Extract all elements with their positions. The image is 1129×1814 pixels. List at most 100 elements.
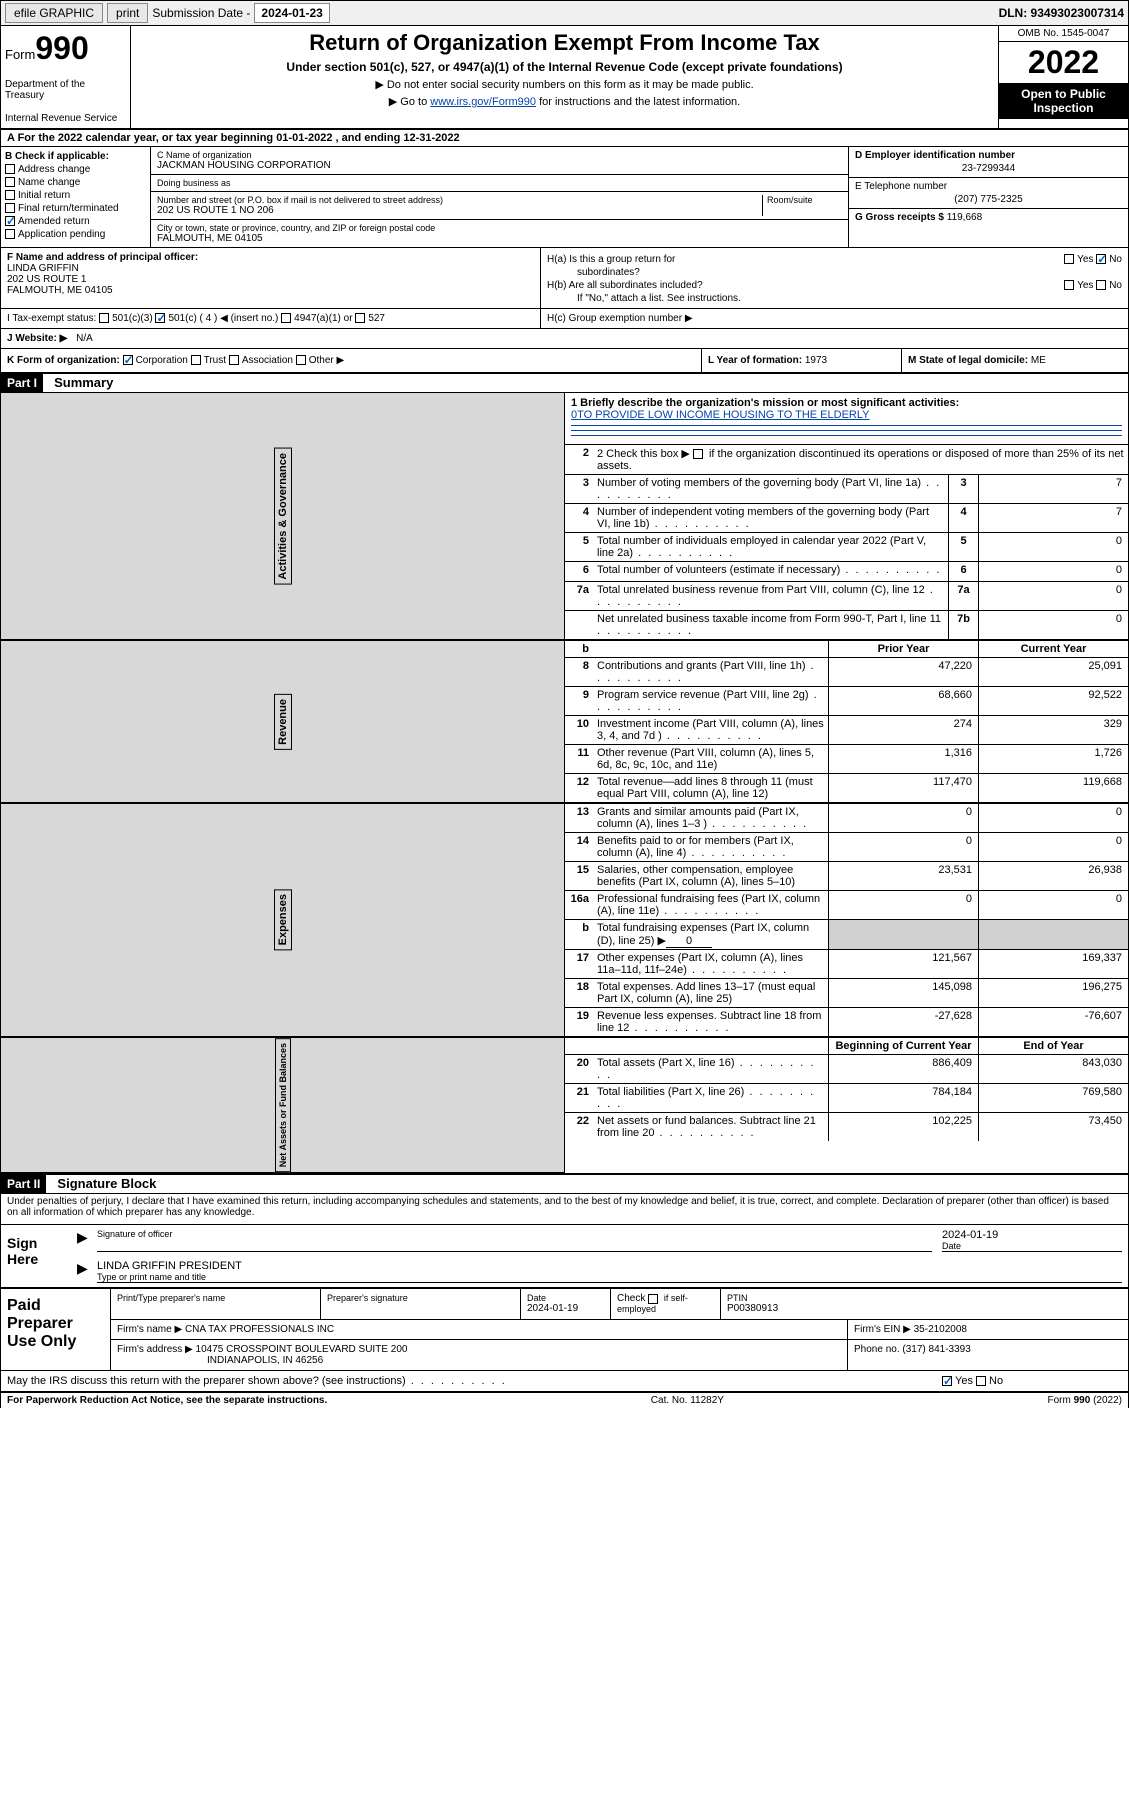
section-l: L Year of formation: 1973: [701, 349, 901, 372]
firm-name: CNA TAX PROFESSIONALS INC: [185, 1324, 334, 1335]
prior-18: 145,098: [828, 979, 978, 1007]
final-return-checkbox[interactable]: [5, 203, 15, 213]
street-address: 202 US ROUTE 1 NO 206: [157, 205, 762, 216]
section-f: F Name and address of principal officer:…: [1, 248, 541, 308]
hb-no-checkbox[interactable]: [1096, 280, 1106, 290]
val-6: 0: [978, 562, 1128, 581]
section-c: C Name of organization JACKMAN HOUSING C…: [151, 147, 848, 247]
print-button[interactable]: print: [107, 3, 148, 23]
initial-return-checkbox[interactable]: [5, 190, 15, 200]
form-subtitle: Under section 501(c), 527, or 4947(a)(1)…: [135, 60, 994, 74]
application-pending-checkbox[interactable]: [5, 229, 15, 239]
telephone: (207) 775-2325: [855, 194, 1122, 205]
prior-17: 121,567: [828, 950, 978, 978]
self-employed-checkbox[interactable]: [648, 1294, 658, 1304]
firm-addr1: 10475 CROSSPOINT BOULEVARD SUITE 200: [196, 1344, 408, 1355]
section-h: H(a) Is this a group return for Yes No s…: [541, 248, 1128, 308]
501c3-checkbox[interactable]: [99, 313, 109, 323]
curr-13: 0: [978, 804, 1128, 832]
section-j: J Website: ▶ N/A: [1, 329, 1128, 349]
curr-21: 769,580: [978, 1084, 1128, 1112]
corporation-checkbox[interactable]: [123, 355, 133, 365]
submission-date: 2024-01-23: [254, 3, 329, 23]
officer-name: LINDA GRIFFIN: [7, 263, 534, 274]
other-checkbox[interactable]: [296, 355, 306, 365]
prior-14: 0: [828, 833, 978, 861]
527-checkbox[interactable]: [355, 313, 365, 323]
hb-yes-checkbox[interactable]: [1064, 280, 1074, 290]
prior-10: 274: [828, 716, 978, 744]
instruction-2: ▶ Go to www.irs.gov/Form990 for instruct…: [135, 95, 994, 108]
irs: Internal Revenue Service: [5, 113, 126, 124]
firm-addr2: INDIANAPOLIS, IN 46256: [207, 1355, 323, 1366]
val-5: 0: [978, 533, 1128, 561]
501c-checkbox[interactable]: [155, 313, 165, 323]
prior-8: 47,220: [828, 658, 978, 686]
efile-button[interactable]: efile GRAPHIC: [5, 3, 103, 23]
dba-label: Doing business as: [157, 178, 231, 188]
curr-17: 169,337: [978, 950, 1128, 978]
officer-addr2: FALMOUTH, ME 04105: [7, 285, 534, 296]
curr-20: 843,030: [978, 1055, 1128, 1083]
dln: DLN: 93493023007314: [999, 6, 1124, 20]
name-change-checkbox[interactable]: [5, 177, 15, 187]
section-i: I Tax-exempt status: 501(c)(3) 501(c) ( …: [1, 309, 541, 328]
gov-label: Activities & Governance: [274, 448, 292, 585]
arrow-icon: ▶: [77, 1229, 88, 1245]
part2-title: Signature Block: [49, 1174, 164, 1193]
val-7a: 0: [978, 582, 1128, 610]
prior-20: 886,409: [828, 1055, 978, 1083]
officer-name-title: LINDA GRIFFIN PRESIDENT: [97, 1260, 1122, 1272]
amended-return-checkbox[interactable]: [5, 216, 15, 226]
form-title: Return of Organization Exempt From Incom…: [135, 30, 994, 56]
state-domicile: ME: [1031, 355, 1046, 366]
mission: 0TO PROVIDE LOW INCOME HOUSING TO THE EL…: [571, 409, 1122, 421]
val-16b: 0: [666, 935, 712, 948]
declaration: Under penalties of perjury, I declare th…: [1, 1194, 1128, 1220]
section-k: K Form of organization: Corporation Trus…: [1, 349, 701, 372]
sign-here-label: Sign Here: [1, 1225, 71, 1287]
ha-no-checkbox[interactable]: [1096, 254, 1106, 264]
part1-header: Part I: [1, 374, 43, 392]
curr-19: -76,607: [978, 1008, 1128, 1036]
curr-9: 92,522: [978, 687, 1128, 715]
part2-header: Part II: [1, 1175, 46, 1193]
curr-14: 0: [978, 833, 1128, 861]
irs-link[interactable]: www.irs.gov/Form990: [430, 96, 536, 108]
prior-11: 1,316: [828, 745, 978, 773]
year-formation: 1973: [805, 355, 827, 366]
row-a-tax-year: A For the 2022 calendar year, or tax yea…: [1, 130, 1128, 147]
val-7b: 0: [978, 611, 1128, 639]
ha-yes-checkbox[interactable]: [1064, 254, 1074, 264]
val-3: 7: [978, 475, 1128, 503]
officer-addr1: 202 US ROUTE 1: [7, 274, 534, 285]
arrow-icon: ▶: [77, 1260, 88, 1276]
curr-15: 26,938: [978, 862, 1128, 890]
ein: 23-7299344: [855, 163, 1122, 174]
footer-cat: Cat. No. 11282Y: [651, 1395, 724, 1406]
section-m: M State of legal domicile: ME: [901, 349, 1128, 372]
prior-9: 68,660: [828, 687, 978, 715]
4947-checkbox[interactable]: [281, 313, 291, 323]
dept-treasury: Department of the Treasury: [5, 79, 126, 101]
city-state-zip: FALMOUTH, ME 04105: [157, 233, 435, 244]
prior-21: 784,184: [828, 1084, 978, 1112]
association-checkbox[interactable]: [229, 355, 239, 365]
trust-checkbox[interactable]: [191, 355, 201, 365]
prior-15: 23,531: [828, 862, 978, 890]
prior-16a: 0: [828, 891, 978, 919]
section-hc: H(c) Group exemption number ▶: [541, 309, 1128, 328]
line2-checkbox[interactable]: [693, 449, 703, 459]
firm-phone: (317) 841-3393: [902, 1344, 970, 1355]
curr-11: 1,726: [978, 745, 1128, 773]
may-yes-checkbox[interactable]: [942, 1376, 952, 1386]
tax-year: 2022: [999, 42, 1128, 83]
may-no-checkbox[interactable]: [976, 1376, 986, 1386]
address-change-checkbox[interactable]: [5, 164, 15, 174]
prep-date: 2024-01-19: [527, 1303, 604, 1314]
prior-19: -27,628: [828, 1008, 978, 1036]
paid-preparer-label: Paid Preparer Use Only: [1, 1289, 111, 1370]
sig-date: 2024-01-19: [942, 1229, 1122, 1241]
val-4: 7: [978, 504, 1128, 532]
prior-13: 0: [828, 804, 978, 832]
